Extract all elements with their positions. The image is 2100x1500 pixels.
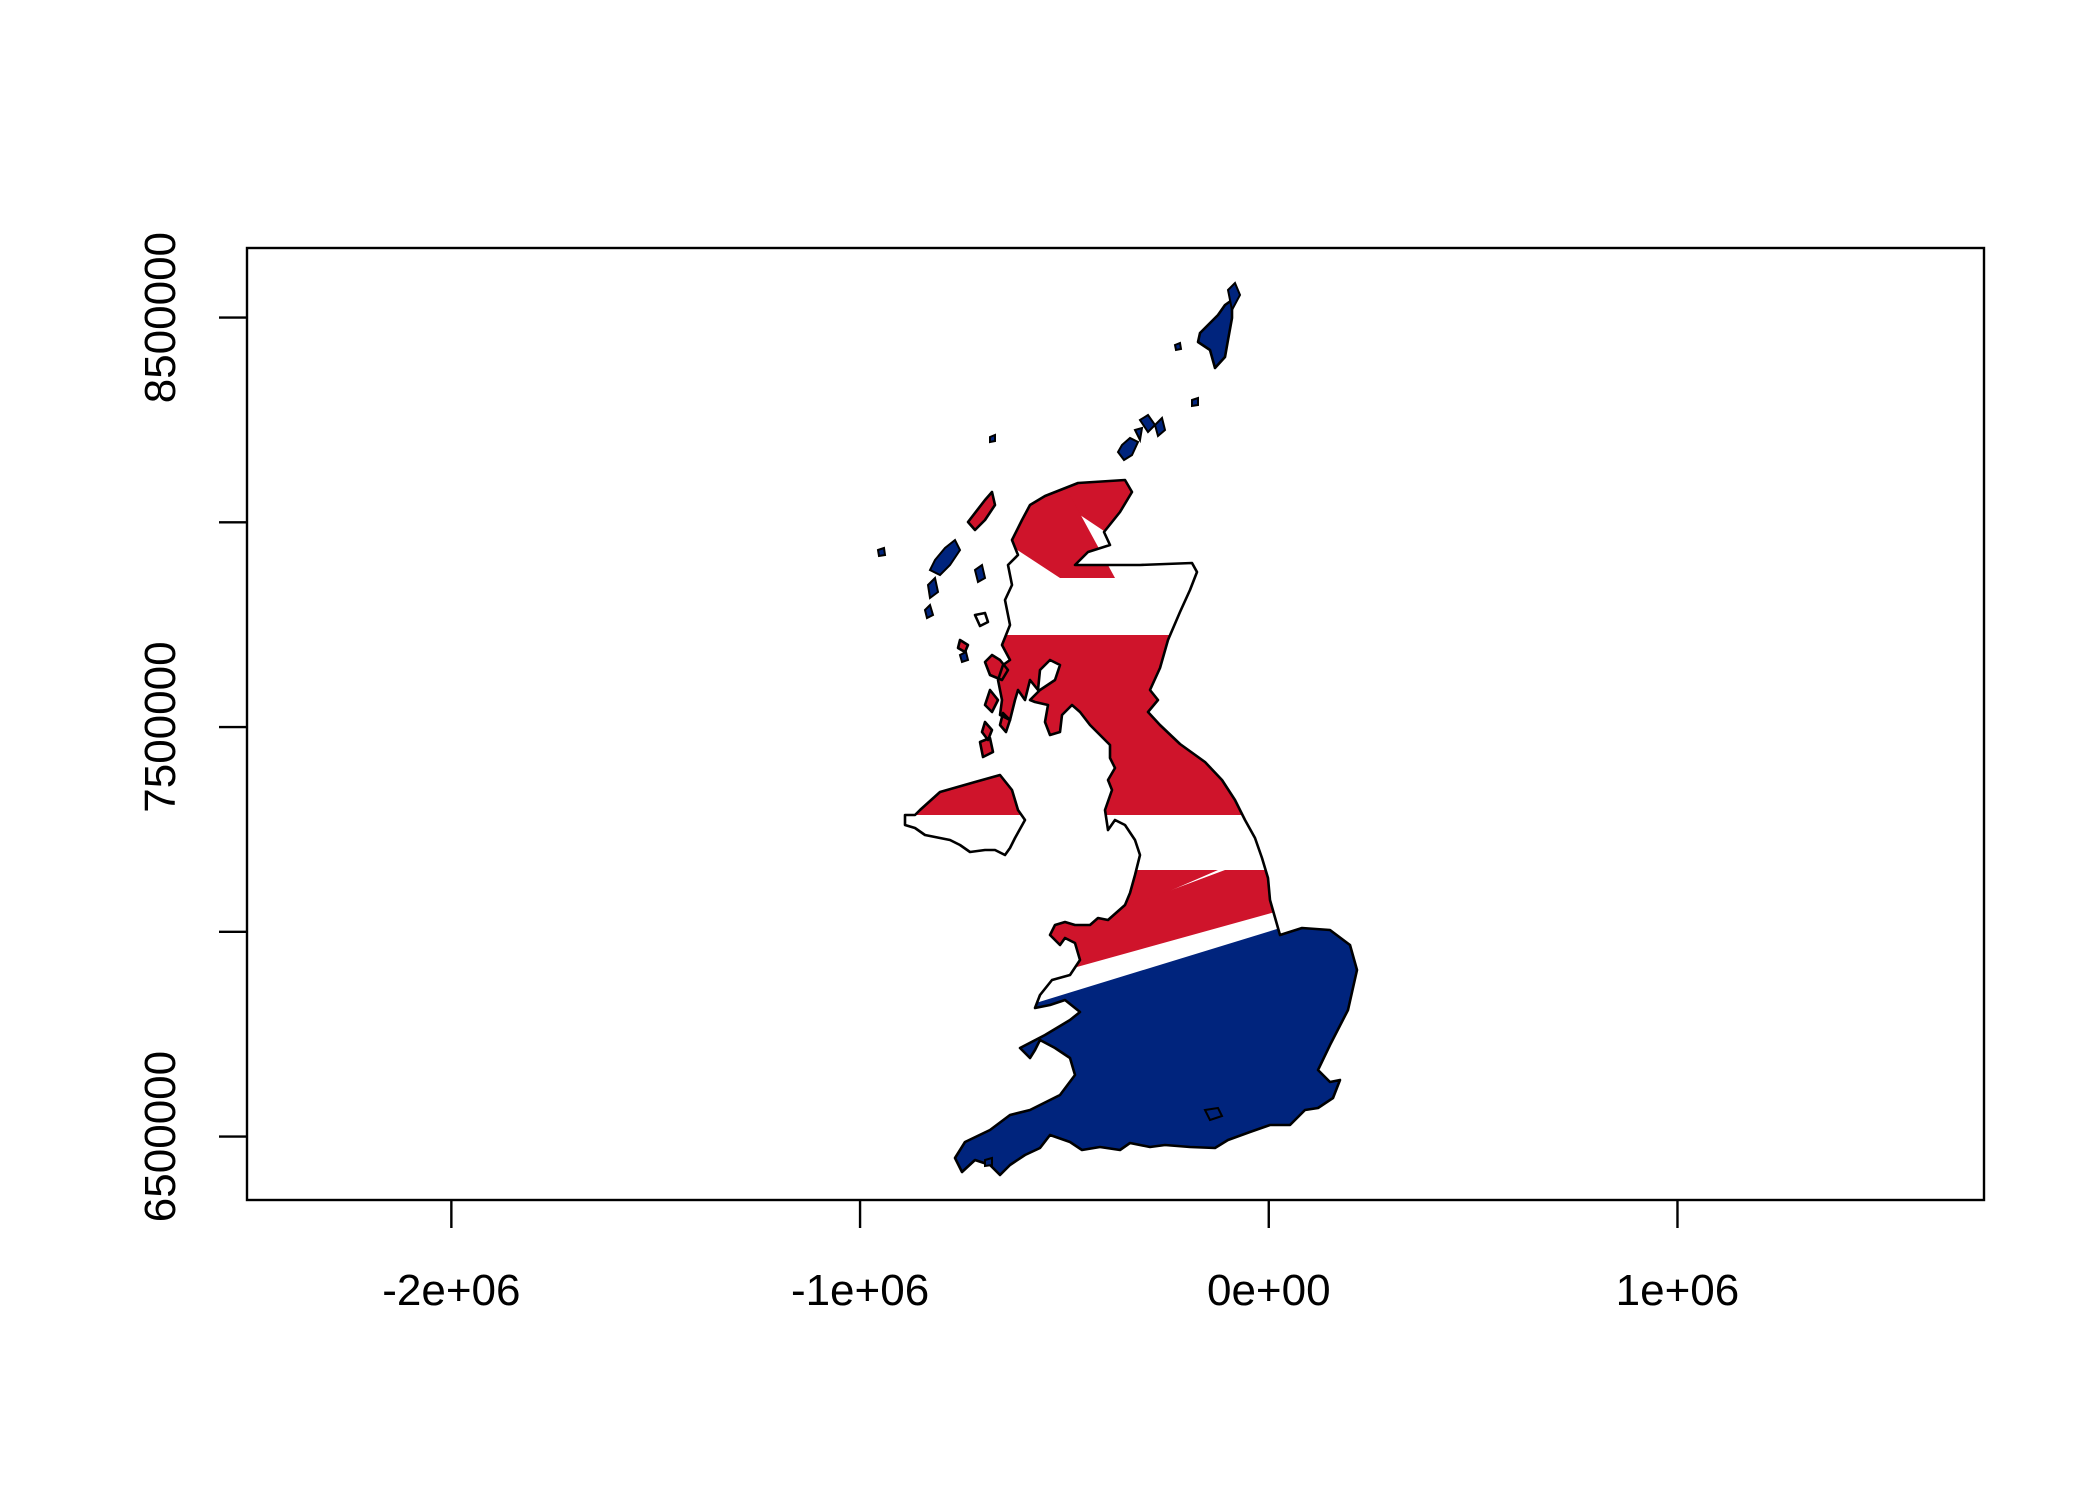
orkney <box>1116 436 1140 462</box>
flag-red-hebrides <box>940 490 1000 540</box>
western-isles-south <box>926 575 940 600</box>
x-tick-label: 1e+06 <box>1616 1266 1740 1315</box>
coastline <box>903 298 1359 1177</box>
united-kingdom-map <box>876 281 1359 1177</box>
y-tick-label: 7500000 <box>136 641 185 812</box>
scilly <box>984 1156 993 1168</box>
small-islands <box>876 281 1242 1168</box>
orkney-islet <box>1133 426 1144 444</box>
flag-red-ni <box>905 760 1050 808</box>
flag-blue-islands <box>905 300 1357 395</box>
orkney-east <box>1153 416 1167 438</box>
shetland-north <box>1226 281 1242 313</box>
tiree <box>958 650 970 664</box>
y-tick-label: 8500000 <box>136 232 185 403</box>
western-isles <box>928 538 962 577</box>
y-tick-label: 6500000 <box>136 1051 185 1222</box>
x-tick-label: -1e+06 <box>791 1266 929 1315</box>
union-flag-fill <box>905 300 1357 1175</box>
foula <box>1173 341 1183 352</box>
x-tick-label: -2e+06 <box>382 1266 520 1315</box>
y-axis: 6500000 7500000 8500000 <box>136 232 247 1222</box>
wight <box>1203 1106 1224 1122</box>
flag-white-band-centre <box>905 815 1357 870</box>
x-tick-label: 0e+00 <box>1207 1266 1331 1315</box>
x-axis: -2e+06 -1e+06 0e+00 1e+06 <box>382 1200 1739 1315</box>
fair-isle <box>1191 396 1199 408</box>
skye-islet <box>973 563 987 584</box>
st-kilda <box>876 546 887 558</box>
plot-frame <box>245 246 1986 1202</box>
north-rona <box>989 433 996 444</box>
barra <box>923 603 935 620</box>
